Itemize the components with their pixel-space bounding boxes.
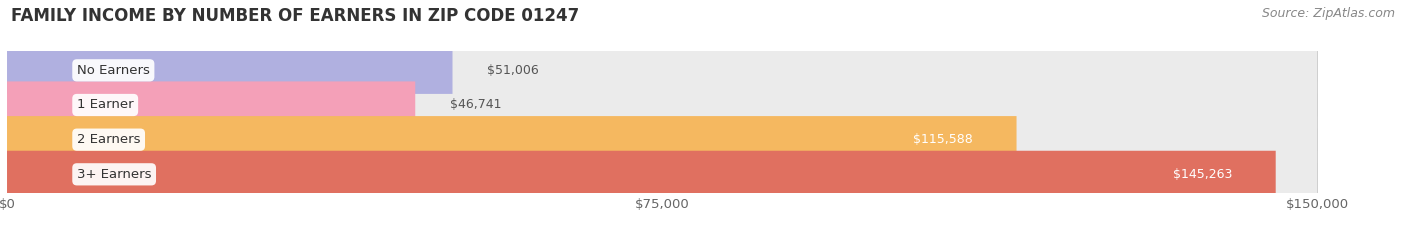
Text: $51,006: $51,006 <box>488 64 538 77</box>
FancyBboxPatch shape <box>7 81 1317 129</box>
FancyBboxPatch shape <box>7 116 1017 163</box>
Text: FAMILY INCOME BY NUMBER OF EARNERS IN ZIP CODE 01247: FAMILY INCOME BY NUMBER OF EARNERS IN ZI… <box>11 7 579 25</box>
Text: 1 Earner: 1 Earner <box>77 99 134 112</box>
FancyBboxPatch shape <box>7 151 1317 198</box>
FancyBboxPatch shape <box>7 151 1275 198</box>
Text: 3+ Earners: 3+ Earners <box>77 168 152 181</box>
FancyBboxPatch shape <box>7 81 415 129</box>
Text: $115,588: $115,588 <box>912 133 973 146</box>
Text: 2 Earners: 2 Earners <box>77 133 141 146</box>
FancyBboxPatch shape <box>7 47 453 94</box>
FancyBboxPatch shape <box>7 116 1317 163</box>
Text: No Earners: No Earners <box>77 64 150 77</box>
FancyBboxPatch shape <box>7 47 1317 94</box>
Text: $46,741: $46,741 <box>450 99 502 112</box>
Text: $145,263: $145,263 <box>1173 168 1232 181</box>
Text: Source: ZipAtlas.com: Source: ZipAtlas.com <box>1261 7 1395 20</box>
